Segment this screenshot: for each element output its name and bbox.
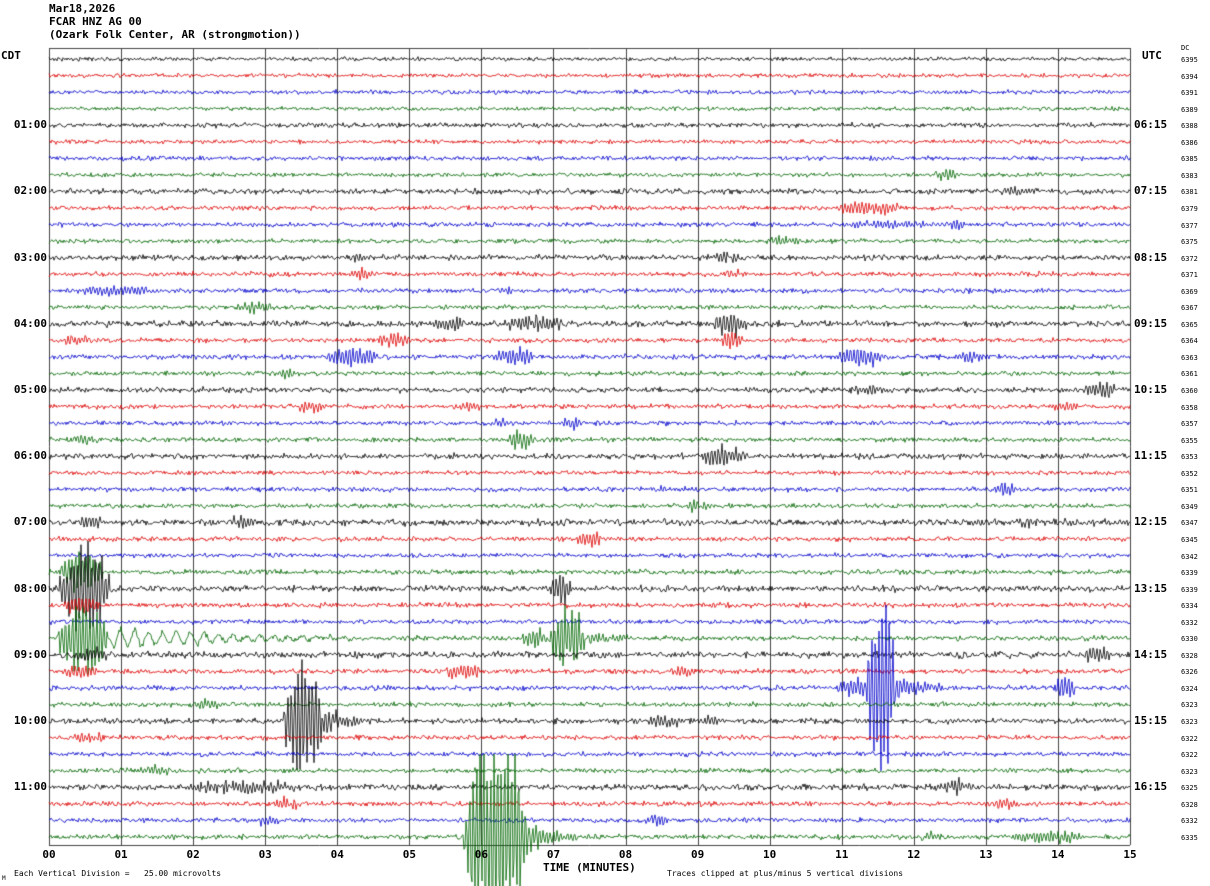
minute-label: 12 (907, 848, 921, 861)
dc-column-header: DC (1181, 44, 1190, 52)
minute-label: 13 (979, 848, 993, 861)
hour-label-right: 12:15 (1134, 515, 1168, 529)
hour-label-left: 09:00 (13, 647, 47, 661)
dc-value: 6323 (1181, 701, 1198, 710)
dc-value: 6328 (1181, 800, 1198, 809)
hour-label-right: 08:15 (1134, 250, 1168, 264)
dc-value: 6323 (1181, 718, 1198, 726)
dc-value: 6339 (1181, 569, 1198, 578)
minute-label: 01 (114, 848, 128, 861)
dc-value: 6358 (1181, 403, 1198, 412)
dc-value: 6377 (1181, 221, 1198, 230)
minute-label: 04 (330, 848, 344, 861)
clip-note: Traces clipped at plus/minus 5 vertical … (667, 869, 904, 878)
dc-value: 6332 (1181, 817, 1198, 826)
hour-label-left: 01:00 (13, 118, 47, 132)
dc-value: 6357 (1181, 420, 1198, 429)
hour-label-left: 06:00 (13, 449, 47, 463)
dc-value: 6369 (1181, 287, 1198, 296)
dc-value: 6365 (1181, 320, 1198, 329)
hour-label-left: 02:00 (13, 184, 47, 198)
dc-value: 6322 (1181, 734, 1198, 743)
minute-label: 03 (258, 848, 272, 861)
hour-label-left: 10:00 (13, 714, 47, 727)
minute-label: 08 (618, 848, 633, 861)
dc-value: 6364 (1181, 337, 1198, 346)
hour-label-right: 06:15 (1134, 118, 1168, 132)
dc-value: 6381 (1181, 188, 1198, 197)
hour-label-left: 04:00 (13, 316, 47, 330)
dc-value: 6367 (1181, 304, 1198, 313)
dc-value: 6352 (1181, 469, 1198, 478)
minute-label: 10 (763, 848, 777, 861)
header-location: (Ozark Folk Center, AR (strongmotion)) (49, 28, 301, 41)
dc-value: 6355 (1181, 436, 1198, 445)
dc-value: 6330 (1181, 635, 1198, 644)
header-date: Mar18,2026 (49, 2, 116, 15)
dc-value: 6386 (1181, 138, 1198, 147)
dc-value: 6383 (1181, 171, 1198, 180)
hour-label-left: 07:00 (13, 515, 47, 529)
dc-value: 6332 (1181, 618, 1198, 627)
dc-value: 6328 (1181, 651, 1198, 660)
hour-label-right: 07:15 (1134, 184, 1168, 198)
dc-value: 6351 (1181, 486, 1198, 495)
minute-label: 07 (546, 848, 561, 861)
hour-label-right: 09:15 (1134, 316, 1168, 330)
minute-label: 14 (1051, 848, 1065, 861)
dc-value: 6335 (1181, 833, 1198, 842)
dc-value: 6361 (1181, 370, 1198, 379)
hour-label-right: 16:15 (1134, 780, 1168, 794)
dc-value: 6363 (1181, 353, 1198, 362)
dc-value: 6322 (1181, 751, 1198, 760)
hour-label-right: 11:15 (1134, 449, 1168, 463)
dc-value: 6334 (1181, 602, 1198, 611)
hour-label-left: 08:00 (13, 581, 47, 595)
dc-value: 6394 (1181, 72, 1198, 81)
dc-value: 6371 (1181, 271, 1198, 280)
hour-label-right: 10:15 (1134, 383, 1168, 396)
minute-label: 05 (402, 848, 416, 861)
dc-value: 6342 (1181, 552, 1198, 561)
hour-label-left: 05:00 (13, 383, 47, 396)
minute-label: 06 (474, 848, 489, 861)
dc-value: 6339 (1181, 585, 1198, 594)
dc-value: 6325 (1181, 784, 1198, 793)
dc-value: 6385 (1181, 155, 1198, 164)
dc-value: 6388 (1181, 122, 1198, 131)
dc-value: 6326 (1181, 668, 1198, 677)
dc-value: 6395 (1181, 56, 1198, 64)
dc-value: 6349 (1181, 502, 1198, 511)
right-timezone-label: UTC (1142, 49, 1162, 62)
minute-label: 09 (690, 848, 705, 861)
dc-value: 6345 (1181, 535, 1198, 544)
x-axis-title: TIME (MINUTES) (543, 861, 636, 874)
dc-value: 6323 (1181, 767, 1198, 776)
hour-label-left: 11:00 (13, 780, 47, 794)
hour-label-right: 14:15 (1134, 647, 1168, 661)
dc-value: 6389 (1181, 105, 1198, 114)
minute-label: 00 (42, 848, 56, 861)
minute-label: 02 (186, 848, 200, 861)
scale-mark: M (2, 875, 6, 882)
dc-value: 6353 (1181, 453, 1198, 462)
dc-value: 6347 (1181, 519, 1198, 528)
dc-value: 6375 (1181, 238, 1198, 247)
dc-value: 6360 (1181, 387, 1198, 395)
hour-label-right: 15:15 (1134, 714, 1168, 727)
header-station: FCAR HNZ AG 00 (49, 15, 142, 28)
minute-label: 11 (835, 848, 849, 861)
hour-label-right: 13:15 (1134, 581, 1168, 595)
hour-label-left: 03:00 (13, 250, 47, 264)
dc-value: 6324 (1181, 684, 1198, 693)
dc-value: 6391 (1181, 89, 1198, 98)
scale-note: Each Vertical Division = 25.00 microvolt… (14, 869, 222, 878)
dc-value: 6372 (1181, 254, 1198, 263)
dc-value: 6379 (1181, 204, 1198, 213)
minute-label: 15 (1123, 848, 1137, 861)
left-timezone-label: CDT (1, 49, 21, 62)
